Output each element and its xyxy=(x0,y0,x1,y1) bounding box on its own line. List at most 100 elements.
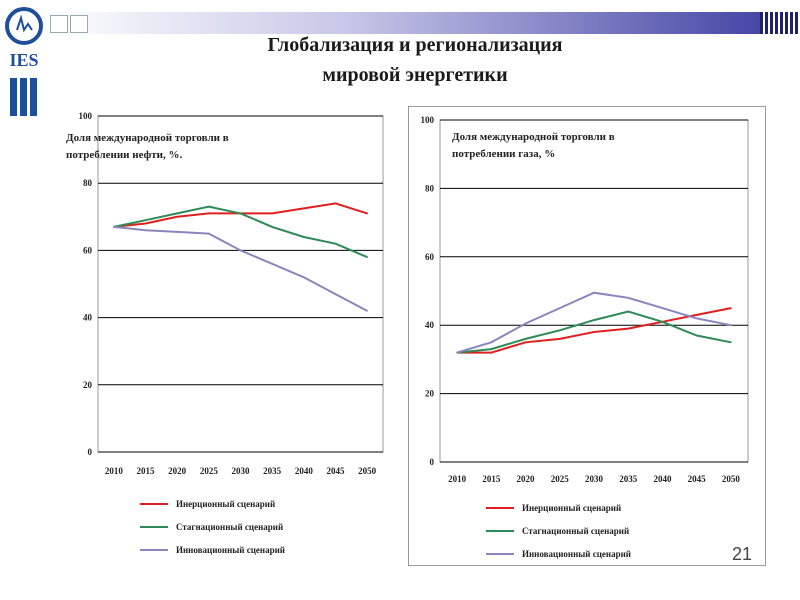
oil-legend-label-stagnation: Стагнационный сценарий xyxy=(176,522,283,532)
oil-point-stagnation-2050 xyxy=(366,256,368,258)
gas-point-inertial-2035 xyxy=(627,327,630,330)
ies-logo: IES xyxy=(4,6,44,118)
gas-point-innovation-2045 xyxy=(695,317,698,320)
oil-point-inertial-2045 xyxy=(334,202,337,205)
oil-x-tick-label-2035: 2035 xyxy=(263,466,282,476)
page-title: Глобализация и регионализация мировой эн… xyxy=(200,30,630,90)
oil-x-tick-label-2030: 2030 xyxy=(232,466,251,476)
oil-point-stagnation-2035 xyxy=(271,226,273,228)
oil-x-tick-label-2025: 2025 xyxy=(200,466,219,476)
gas-point-stagnation-2020 xyxy=(524,338,527,340)
gas-point-inertial-2015 xyxy=(490,351,493,354)
oil-point-innovation-2015 xyxy=(144,229,147,232)
gas-point-innovation-2025 xyxy=(558,307,561,309)
oil-point-inertial-2015 xyxy=(144,222,147,225)
gas-y-tick-label-0: 0 xyxy=(430,457,435,467)
oil-y-tick-label-40: 40 xyxy=(83,313,93,323)
gas-legend-label-stagnation: Стагнационный сценарий xyxy=(522,526,629,536)
page-number: 21 xyxy=(731,544,752,564)
header-banner xyxy=(40,12,800,34)
gas-point-innovation-2040 xyxy=(661,307,664,309)
oil-point-innovation-2050 xyxy=(366,310,368,312)
gas-x-tick-label-2030: 2030 xyxy=(585,474,604,484)
title-line-2: мировой энергетики xyxy=(322,64,508,86)
gas-chart-title-line-2: потреблении газа, % xyxy=(452,148,555,160)
oil-point-stagnation-2030 xyxy=(239,212,242,215)
oil-x-tick-label-2010: 2010 xyxy=(105,466,124,476)
logo-text: IES xyxy=(9,50,38,70)
oil-point-innovation-2025 xyxy=(208,232,210,235)
gas-point-inertial-2045 xyxy=(695,314,698,316)
gas-x-tick-label-2040: 2040 xyxy=(653,474,672,484)
gas-x-tick-label-2015: 2015 xyxy=(482,474,501,484)
oil-point-inertial-2025 xyxy=(208,212,210,215)
oil-point-stagnation-2025 xyxy=(208,205,210,208)
oil-x-tick-label-2050: 2050 xyxy=(358,466,377,476)
oil-y-tick-label-60: 60 xyxy=(83,245,93,255)
oil-point-stagnation-2040 xyxy=(303,236,305,238)
gas-point-stagnation-2040 xyxy=(661,320,664,323)
gas-point-innovation-2030 xyxy=(593,291,595,294)
oil-x-tick-label-2040: 2040 xyxy=(295,466,314,476)
gas-y-tick-label-80: 80 xyxy=(425,183,435,193)
oil-point-stagnation-2020 xyxy=(176,212,178,215)
oil-point-inertial-2035 xyxy=(271,212,273,215)
oil-point-stagnation-2015 xyxy=(144,219,147,221)
oil-point-innovation-2020 xyxy=(176,231,178,233)
oil-point-innovation-2040 xyxy=(303,276,305,279)
gas-x-tick-label-2045: 2045 xyxy=(688,474,707,484)
gas-plot-area xyxy=(439,119,749,463)
oil-y-tick-label-80: 80 xyxy=(83,178,93,188)
gas-x-tick-label-2035: 2035 xyxy=(619,474,638,484)
gas-x-tick-label-2025: 2025 xyxy=(551,474,570,484)
gas-x-tick-label-2050: 2050 xyxy=(722,474,741,484)
gas-point-innovation-2050 xyxy=(730,324,732,326)
gas-point-stagnation-2025 xyxy=(558,329,561,332)
oil-chart-title-line-1: Доля международной торговли в xyxy=(66,132,229,144)
gas-point-stagnation-2050 xyxy=(730,341,732,344)
gas-x-tick-label-2020: 2020 xyxy=(517,474,536,484)
oil-point-inertial-2020 xyxy=(176,216,178,218)
gas-point-inertial-2020 xyxy=(524,341,527,344)
oil-point-innovation-2010 xyxy=(113,226,115,228)
gas-y-tick-label-20: 20 xyxy=(425,389,435,399)
gas-chart-frame xyxy=(408,106,766,566)
gas-point-innovation-2020 xyxy=(524,322,527,325)
gas-y-tick-label-40: 40 xyxy=(425,320,435,330)
oil-y-tick-label-100: 100 xyxy=(79,111,93,121)
oil-point-innovation-2035 xyxy=(271,263,273,265)
oil-y-tick-label-20: 20 xyxy=(83,380,93,390)
oil-plot-area xyxy=(97,115,384,453)
gas-point-inertial-2030 xyxy=(593,331,595,333)
gas-point-innovation-2010 xyxy=(456,351,458,354)
oil-legend-label-inertial: Инерционный сценарий xyxy=(176,499,275,509)
oil-chart-title-line-2: потреблении нефти, %. xyxy=(66,149,182,161)
oil-x-tick-label-2015: 2015 xyxy=(137,466,156,476)
gas-legend-label-innovation: Инновационный сценарий xyxy=(522,549,631,559)
gas-y-tick-label-60: 60 xyxy=(425,252,435,262)
gas-point-stagnation-2015 xyxy=(490,348,493,350)
gas-point-stagnation-2030 xyxy=(593,319,595,321)
gas-legend-label-inertial: Инерционный сценарий xyxy=(522,503,621,513)
title-line-1: Глобализация и регионализация xyxy=(267,34,563,56)
gas-point-innovation-2015 xyxy=(490,341,493,344)
oil-legend-label-innovation: Инновационный сценарий xyxy=(176,545,285,555)
oil-x-tick-label-2045: 2045 xyxy=(327,466,346,476)
oil-point-inertial-2040 xyxy=(303,207,305,210)
oil-point-innovation-2045 xyxy=(334,293,337,295)
header-stripe xyxy=(760,12,800,34)
gas-point-inertial-2025 xyxy=(558,338,561,340)
oil-chart: 0 20 40 60 80 100 2010 2015 2020 2025 2030 2035 2040… xyxy=(58,108,398,572)
gas-x-tick-label-2010: 2010 xyxy=(448,474,467,484)
header-decoration xyxy=(50,15,90,37)
oil-point-innovation-2030 xyxy=(239,249,242,252)
gas-point-inertial-2050 xyxy=(730,307,732,309)
oil-x-tick-label-2020: 2020 xyxy=(168,466,187,476)
gas-point-stagnation-2045 xyxy=(695,334,698,337)
gas-chart: 0 20 40 60 80 100 2010 2015 2020 2025 2030 2035 2040… xyxy=(410,110,760,569)
gas-point-innovation-2035 xyxy=(627,297,630,299)
gas-chart-title-line-1: Доля международной торговли в xyxy=(452,131,615,143)
gas-y-tick-label-100: 100 xyxy=(421,115,435,125)
